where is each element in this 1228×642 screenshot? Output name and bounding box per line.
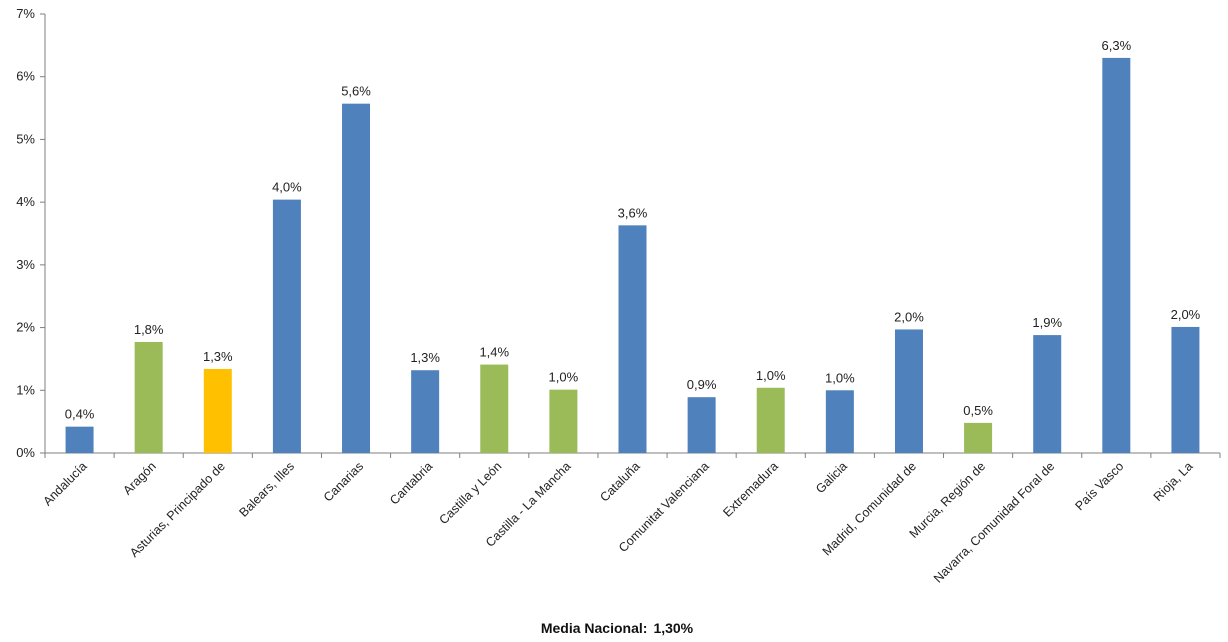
bar: [272, 199, 301, 453]
data-label: 1,9%: [1032, 315, 1062, 330]
category-label: Balears, Illes: [237, 459, 298, 520]
category-label: Aragón: [120, 459, 158, 497]
bar: [134, 341, 163, 453]
data-label: 2,0%: [1171, 307, 1201, 322]
category-label: Cataluña: [597, 459, 642, 504]
data-label: 1,3%: [203, 349, 233, 364]
bar: [480, 364, 509, 453]
footer-average: Media Nacional: 1,30%: [0, 620, 1228, 636]
category-label: Castilla y León: [437, 459, 505, 527]
data-label: 6,3%: [1102, 38, 1132, 53]
footer-label: Media Nacional:: [540, 620, 648, 636]
data-label: 5,6%: [341, 84, 371, 99]
bar-chart: 0% 1% 2% 3% 4% 5% 6% 7% 0,4% 1,8% 1,3% 4,0% 5,6% 1,3…: [16, 6, 1221, 586]
data-label: 1,4%: [479, 345, 509, 360]
data-label: 1,8%: [134, 322, 164, 337]
data-label: 1,0%: [756, 368, 786, 383]
data-label: 0,4%: [65, 407, 95, 422]
category-label: Navarra, Comunidad Foral de: [931, 459, 1057, 585]
data-label: 4,0%: [272, 180, 302, 195]
bar: [342, 103, 371, 453]
y-tick-label: 3%: [16, 257, 35, 272]
y-tick-label: 1%: [16, 382, 35, 397]
category-label: Andalucía: [40, 459, 89, 508]
bar: [1171, 326, 1200, 453]
bar: [825, 390, 854, 453]
bar: [894, 329, 923, 453]
data-label: 0,5%: [963, 403, 993, 418]
category-label: Extremadura: [720, 459, 781, 520]
y-tick-label: 7%: [16, 6, 35, 21]
y-tick-label: 2%: [16, 320, 35, 335]
bar: [618, 225, 647, 453]
y-tick-label: 5%: [16, 131, 35, 146]
bar: [687, 397, 716, 453]
category-label: Cantabria: [387, 459, 435, 507]
data-label: 1,0%: [825, 370, 855, 385]
data-labels: 0,4% 1,8% 1,3% 4,0% 5,6% 1,3% 1,4% 1,0% 3,6% 0,9%…: [65, 38, 1201, 422]
bars: [65, 57, 1200, 454]
bar: [65, 426, 94, 453]
footer-value: 1,30%: [653, 620, 694, 636]
category-label: País Vasco: [1072, 459, 1126, 513]
bar: [964, 422, 993, 453]
category-label: Canarias: [321, 459, 366, 504]
bar: [1102, 57, 1131, 454]
category-label: Rioja, La: [1151, 459, 1196, 504]
bar: [756, 387, 785, 453]
y-tick-label: 4%: [16, 194, 35, 209]
category-label: Galicia: [813, 459, 850, 496]
bar: [203, 368, 232, 453]
data-label: 2,0%: [894, 309, 924, 324]
bar: [1033, 335, 1062, 453]
data-label: 1,0%: [549, 370, 579, 385]
y-axis-ticks: 0% 1% 2% 3% 4% 5% 6% 7%: [16, 6, 45, 460]
y-tick-label: 6%: [16, 69, 35, 84]
category-label: Murcia, Región de: [907, 459, 989, 541]
bar: [549, 389, 578, 453]
bar: [411, 370, 440, 453]
data-label: 3,6%: [618, 205, 648, 220]
data-label: 0,9%: [687, 377, 717, 392]
data-label: 1,3%: [410, 350, 440, 365]
y-tick-label: 0%: [16, 445, 35, 460]
